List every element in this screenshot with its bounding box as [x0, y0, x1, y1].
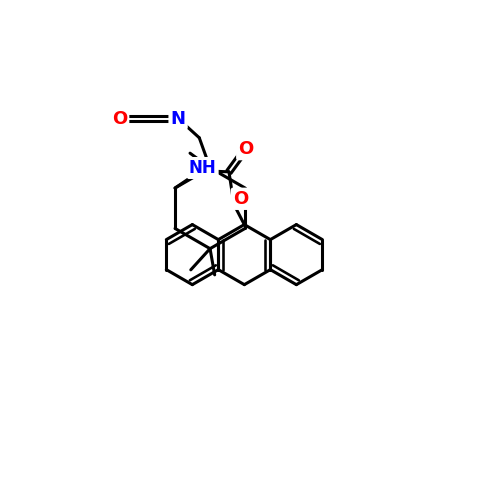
Text: N: N: [170, 110, 186, 128]
Text: O: O: [112, 110, 127, 128]
Text: O: O: [238, 140, 254, 158]
Text: O: O: [233, 190, 248, 208]
Text: NH: NH: [189, 159, 216, 177]
